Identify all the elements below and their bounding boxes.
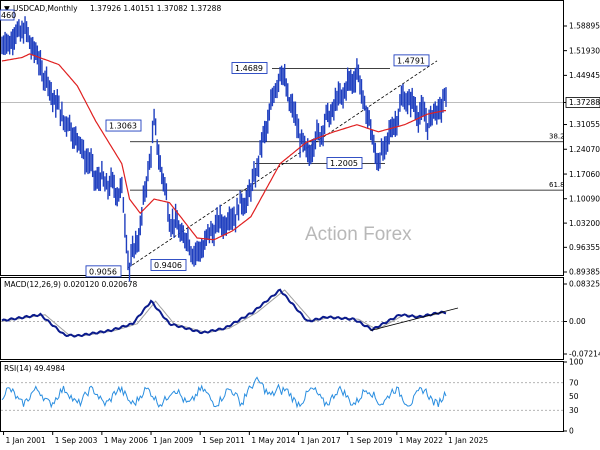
price-panel bbox=[0, 0, 564, 276]
current-price-box bbox=[565, 97, 600, 108]
macd-y-tick-label: 0.083255 bbox=[569, 280, 600, 289]
level-label-text: 0.9406 bbox=[154, 261, 182, 270]
rsi-y-tick-label: 0 bbox=[569, 427, 574, 436]
price-y-tick-label: 0.89385 bbox=[569, 268, 600, 277]
macd-panel bbox=[0, 277, 564, 360]
x-tick-label: 1 Jan 2001 bbox=[6, 436, 46, 445]
x-tick-label: 1 Jan 2017 bbox=[301, 436, 341, 445]
support-trendline bbox=[127, 60, 438, 269]
x-tick-label: 1 Sep 2019 bbox=[350, 436, 393, 445]
rsi-y-tick-label: 30 bbox=[569, 406, 579, 415]
left-edge-label-text: 460 bbox=[1, 11, 16, 20]
level-label-text: 1.4689 bbox=[235, 64, 263, 73]
level-label-box bbox=[85, 265, 122, 278]
price-y-tick-label: 1.58895 bbox=[569, 22, 600, 31]
left-edge-label-box bbox=[0, 9, 15, 21]
macd-y-tick-label: -0.072148 bbox=[569, 350, 600, 359]
price-y-tick-label: 1.17060 bbox=[569, 170, 600, 179]
price-y-tick-label: 1.51930 bbox=[569, 46, 600, 55]
x-tick-label: 1 Sep 2011 bbox=[202, 436, 245, 445]
level-label-text: 1.2005 bbox=[330, 159, 358, 168]
level-label-box bbox=[105, 119, 142, 132]
fib-61-label: 61.8 bbox=[549, 181, 565, 189]
rsi-y-tick-label: 70 bbox=[569, 378, 579, 387]
x-tick-label: 1 Sep 2003 bbox=[55, 436, 98, 445]
macd-title: MACD(12,26,9) 0.020120 0.020678 bbox=[4, 280, 138, 289]
rsi-title: RSI(14) 49.4984 bbox=[4, 364, 65, 373]
ohlc-values: 1.37926 1.40151 1.37082 1.37288 bbox=[90, 4, 221, 13]
price-y-tick-label: 1.03200 bbox=[569, 219, 600, 228]
price-y-tick-label: 0.96355 bbox=[569, 243, 600, 252]
x-tick-label: 1 Jan 2025 bbox=[448, 436, 488, 445]
price-y-tick-label: 1.37288 bbox=[569, 98, 600, 107]
macd-y-tick-label: 0.00 bbox=[569, 317, 586, 326]
x-tick-label: 1 Jan 2009 bbox=[153, 436, 193, 445]
macd-trendline bbox=[370, 307, 459, 331]
price-y-tick-label: 1.10090 bbox=[569, 194, 600, 203]
level-label-box bbox=[393, 54, 430, 67]
watermark: Action Forex bbox=[305, 224, 412, 245]
level-label-box bbox=[326, 157, 363, 169]
x-tick-label: 1 May 2006 bbox=[104, 436, 148, 445]
rsi-line bbox=[1, 376, 447, 409]
macd-line bbox=[1, 288, 447, 338]
level-label-text: 0.9056 bbox=[89, 267, 117, 276]
symbol-arrow-icon[interactable]: ▼ bbox=[4, 4, 10, 13]
price-y-tick-label: 1.24070 bbox=[569, 145, 600, 154]
price-y-tick-label: 1.44945 bbox=[569, 71, 600, 80]
x-tick-label: 1 May 2014 bbox=[251, 436, 295, 445]
rsi-panel bbox=[0, 361, 564, 432]
level-label-box bbox=[231, 62, 268, 74]
rsi-y-tick-label: 50 bbox=[569, 392, 579, 401]
level-label-text: 1.4791 bbox=[397, 56, 425, 65]
level-label-text: 1.3063 bbox=[109, 122, 137, 131]
level-label-box bbox=[150, 259, 187, 271]
rsi-y-tick-label: 100 bbox=[569, 358, 584, 367]
price-y-tick-label: 1.31055 bbox=[569, 120, 600, 129]
symbol-title: USDCAD,Monthly bbox=[13, 4, 78, 13]
fib-38-label: 38.2 bbox=[549, 133, 565, 141]
moving-average-line bbox=[1, 53, 446, 241]
x-tick-label: 1 May 2022 bbox=[399, 436, 443, 445]
